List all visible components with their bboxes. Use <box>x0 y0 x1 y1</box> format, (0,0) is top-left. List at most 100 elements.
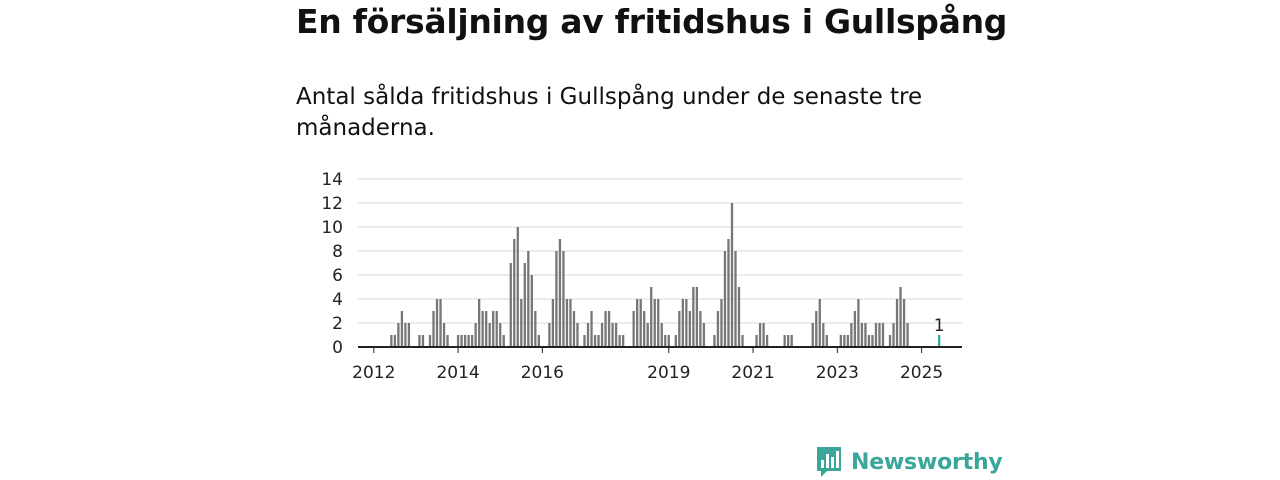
bar <box>857 299 860 347</box>
x-tick-label: 2025 <box>900 363 943 383</box>
bar <box>864 323 867 347</box>
bar <box>404 323 407 347</box>
chart-subtitle: Antal sålda fritidshus i Gullspång under… <box>296 84 923 141</box>
bar <box>734 251 737 347</box>
bar <box>467 335 470 347</box>
bar <box>643 311 646 347</box>
bar <box>843 335 846 347</box>
y-tick-label: 6 <box>332 266 343 286</box>
bar <box>660 323 663 347</box>
x-tick-label: 2019 <box>647 363 690 383</box>
bar <box>678 311 681 347</box>
bar <box>888 335 892 347</box>
bar <box>692 287 695 347</box>
bar <box>730 203 734 347</box>
bar <box>881 323 885 347</box>
bar <box>636 299 639 347</box>
bar <box>618 335 621 347</box>
bar <box>621 335 625 347</box>
bar <box>755 335 758 347</box>
y-tick-label: 4 <box>332 290 343 310</box>
bar <box>818 299 821 347</box>
bar <box>846 335 850 347</box>
bar <box>485 311 488 347</box>
bar <box>825 335 828 347</box>
bar <box>811 323 814 347</box>
highlight-data-label: 1 <box>934 316 945 336</box>
bar <box>720 299 723 347</box>
bar <box>439 299 442 347</box>
bar <box>492 311 495 347</box>
bar <box>523 263 526 347</box>
bar <box>839 335 843 347</box>
bar <box>664 335 667 347</box>
y-tick-label: 0 <box>332 338 343 358</box>
bar <box>435 299 439 347</box>
bar <box>470 335 474 347</box>
bar <box>639 299 642 347</box>
bar <box>874 323 878 347</box>
bar <box>787 335 790 347</box>
newsworthy-brand[interactable]: Newsworthy <box>815 445 1003 479</box>
y-tick-label: 10 <box>321 218 343 238</box>
bar <box>878 323 881 347</box>
chart-title: En försäljning av fritidshus i Gullspång <box>296 2 1008 41</box>
bar <box>853 311 857 347</box>
bar <box>822 323 825 347</box>
bar <box>527 251 530 347</box>
bar <box>815 311 818 347</box>
bar <box>460 335 463 347</box>
bar-layer <box>390 203 941 347</box>
bar <box>867 335 871 347</box>
bar <box>474 323 477 347</box>
bar <box>551 299 555 347</box>
bar <box>604 311 607 347</box>
bar <box>765 335 769 347</box>
axis-layer <box>358 346 962 353</box>
bar <box>632 311 635 347</box>
bar <box>850 323 853 347</box>
y-tick-label: 2 <box>332 314 343 334</box>
bar <box>906 323 909 347</box>
bar <box>871 335 874 347</box>
bar <box>555 251 558 347</box>
bar <box>488 323 491 347</box>
bar <box>783 335 786 347</box>
bar <box>583 335 586 347</box>
bar <box>892 323 895 347</box>
bar <box>481 311 484 347</box>
bar <box>790 335 793 347</box>
bar <box>590 311 593 347</box>
bar <box>400 311 404 347</box>
bar <box>442 323 446 347</box>
bar <box>653 299 656 347</box>
bar <box>600 323 604 347</box>
bar <box>565 299 569 347</box>
y-tick-label: 8 <box>332 242 343 262</box>
bar <box>397 323 400 347</box>
y-tick-label: 14 <box>321 170 343 190</box>
bar <box>657 299 660 347</box>
bar <box>463 335 467 347</box>
bar <box>902 299 906 347</box>
bar <box>576 323 579 347</box>
bar <box>534 311 537 347</box>
x-tick-label: 2016 <box>521 363 564 383</box>
bar <box>723 251 727 347</box>
bar <box>614 323 618 347</box>
bar <box>393 335 397 347</box>
y-tick-label: 12 <box>321 194 343 214</box>
bar <box>513 239 516 347</box>
bar <box>446 335 449 347</box>
bar <box>611 323 614 347</box>
bar <box>688 311 692 347</box>
bar <box>421 335 425 347</box>
bar <box>737 287 741 347</box>
bar <box>646 323 649 347</box>
bar <box>477 299 481 347</box>
bar <box>572 311 576 347</box>
bar <box>702 323 706 347</box>
bar <box>899 287 902 347</box>
bar <box>699 311 702 347</box>
